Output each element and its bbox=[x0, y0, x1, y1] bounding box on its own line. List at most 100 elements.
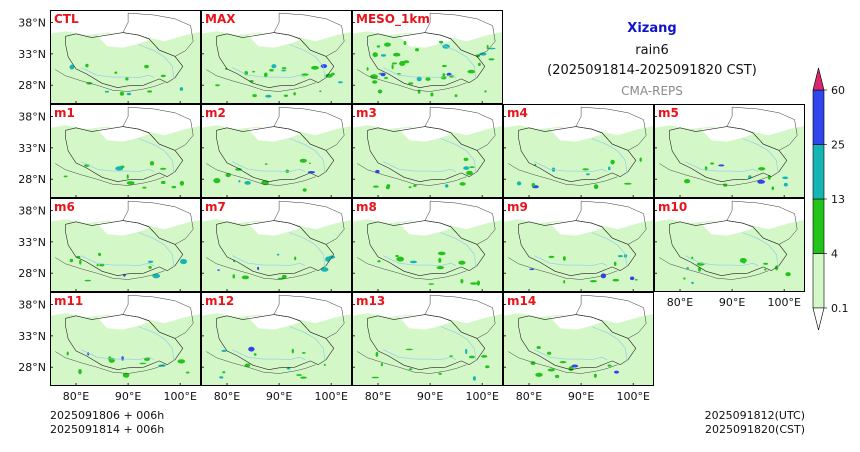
forecast-period: (2025091814-2025091820 CST) bbox=[547, 63, 757, 78]
river bbox=[81, 67, 155, 79]
y-tick-label: 38°N bbox=[18, 17, 46, 30]
colorbar-max-arrow bbox=[812, 67, 825, 91]
map-panel: m8 bbox=[352, 198, 503, 292]
dry-area bbox=[700, 126, 753, 142]
rain-cell bbox=[325, 73, 333, 78]
rain-cell bbox=[782, 176, 789, 180]
panel-label: m1 bbox=[54, 106, 75, 120]
colorbar-label: 13 bbox=[831, 193, 845, 206]
rain-cell bbox=[257, 266, 260, 270]
river bbox=[383, 255, 457, 267]
rain-cell bbox=[122, 372, 130, 378]
colorbar-min-arrow bbox=[812, 307, 825, 331]
rain-cell bbox=[380, 72, 386, 77]
rain-cell bbox=[460, 279, 464, 284]
x-axis-ticks: 80°E 90°E 100°E 80°E 90°E 100°E 80°E 90°E 100°E 8… bbox=[63, 296, 801, 403]
panel-frame bbox=[654, 104, 805, 198]
rain-cell bbox=[586, 173, 590, 176]
rain-cell bbox=[454, 94, 458, 98]
colorbar-label: 0.1 bbox=[831, 302, 849, 315]
dry-area bbox=[201, 10, 352, 42]
rain-cell bbox=[144, 64, 149, 69]
colorbar-label: 4 bbox=[831, 248, 838, 261]
country-border bbox=[357, 163, 467, 186]
dry-area bbox=[700, 220, 753, 236]
rain-cell bbox=[119, 91, 125, 96]
rain-cell bbox=[384, 42, 391, 47]
river bbox=[289, 232, 326, 267]
rain-cell bbox=[613, 261, 617, 266]
dry-area bbox=[654, 198, 805, 230]
rain-cell bbox=[465, 348, 468, 355]
rain-cell bbox=[307, 171, 316, 174]
rain-cell bbox=[563, 280, 566, 284]
dry-area bbox=[50, 104, 201, 136]
rain-cell bbox=[405, 348, 413, 351]
region-boundary bbox=[367, 314, 486, 371]
rain-cell bbox=[296, 374, 303, 376]
dry-area bbox=[96, 126, 149, 142]
rain-cell bbox=[391, 64, 394, 70]
rain-cell bbox=[469, 166, 475, 168]
country-border bbox=[206, 351, 316, 374]
rain-cell bbox=[139, 362, 147, 365]
rain-cell bbox=[481, 355, 488, 358]
rain-cell bbox=[589, 280, 597, 283]
x-tick-label: 90°E bbox=[115, 390, 141, 403]
rain-cell bbox=[244, 181, 251, 185]
rain-cell bbox=[764, 268, 767, 271]
rain-cell bbox=[96, 263, 99, 267]
y-tick-label: 33°N bbox=[18, 330, 46, 343]
panel-label: m13 bbox=[356, 294, 385, 308]
rain-cell bbox=[425, 77, 431, 81]
river bbox=[383, 349, 457, 361]
variable-name: rain6 bbox=[635, 43, 668, 58]
rain-cell bbox=[479, 52, 487, 56]
rain-cell bbox=[372, 185, 379, 188]
colorbar-segment bbox=[812, 144, 825, 200]
x-tick-label: 80°E bbox=[667, 296, 693, 309]
rain-cell bbox=[219, 376, 224, 379]
rain-cell bbox=[463, 166, 470, 170]
x-tick-label: 90°E bbox=[417, 390, 443, 403]
region-boundary bbox=[669, 126, 788, 183]
dry-area bbox=[352, 292, 503, 324]
colorbar-label: 60 bbox=[831, 84, 845, 97]
x-tick-label: 80°E bbox=[516, 390, 542, 403]
x-tick-label: 90°E bbox=[568, 390, 594, 403]
rain-cell bbox=[623, 182, 632, 185]
rain-cell bbox=[430, 92, 434, 97]
rain-cell bbox=[488, 58, 495, 61]
rain-cell bbox=[241, 275, 249, 280]
river bbox=[534, 349, 608, 361]
dry-area bbox=[201, 104, 352, 136]
rain-cell bbox=[149, 161, 155, 166]
rain-cell bbox=[476, 280, 480, 286]
rain-cell bbox=[253, 353, 257, 356]
rain-cell bbox=[559, 361, 567, 364]
country-border bbox=[55, 351, 165, 374]
rain-cell bbox=[384, 76, 388, 79]
rain-cell bbox=[634, 279, 638, 281]
map-panel: m7 bbox=[201, 198, 352, 292]
river bbox=[289, 326, 326, 361]
rain-cell bbox=[319, 90, 322, 92]
region-boundary bbox=[518, 220, 637, 277]
rain-cell bbox=[265, 94, 272, 98]
country-border bbox=[357, 351, 467, 374]
rain-cell bbox=[308, 162, 311, 165]
panel-label: MESO_1km bbox=[356, 12, 430, 27]
rain-cell bbox=[222, 371, 226, 374]
river bbox=[742, 138, 779, 173]
rain-cell bbox=[185, 371, 190, 374]
rain-cell bbox=[281, 67, 287, 70]
country-border bbox=[659, 163, 769, 186]
rain-cell bbox=[547, 351, 552, 355]
rain-cell bbox=[403, 60, 410, 64]
river bbox=[440, 326, 477, 361]
rain-cell bbox=[294, 256, 297, 261]
rain-cell bbox=[300, 376, 307, 379]
rain-cell bbox=[277, 277, 286, 280]
dry-area bbox=[549, 126, 602, 142]
rain-cell bbox=[215, 84, 220, 87]
